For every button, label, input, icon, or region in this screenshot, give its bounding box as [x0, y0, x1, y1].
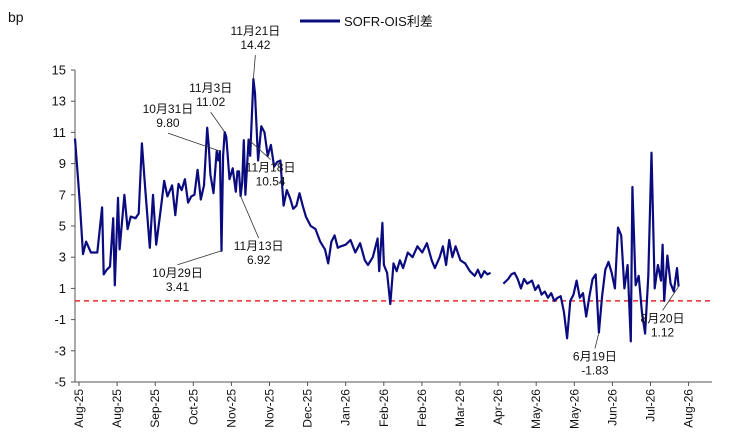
annotation-leader: [248, 139, 271, 160]
x-tick-label: May-26: [529, 389, 543, 429]
annotation-leader: [167, 132, 221, 152]
x-tick-label: May-26: [567, 389, 581, 429]
annotation-date: 11月13日: [234, 239, 284, 253]
annotation-date: 6月19日: [573, 350, 617, 364]
y-tick-label: 15: [52, 63, 66, 78]
x-tick-label: Aug-25: [110, 389, 124, 428]
annotation-leader: [240, 195, 259, 239]
annotation-value: -1.83: [581, 364, 609, 378]
y-axis-unit-label: bp: [8, 9, 24, 25]
annotation-date: 11月21日: [230, 24, 280, 38]
y-tick-label: 11: [53, 125, 67, 140]
x-tick-label: Jun-26: [605, 389, 619, 426]
annotation-value: 9.80: [156, 116, 180, 130]
y-tick-label: 5: [59, 219, 66, 234]
legend-label: SOFR-OIS利差: [344, 14, 433, 29]
series-layer: [73, 77, 680, 343]
x-tick-label: Dec-25: [301, 389, 315, 428]
x-tick-label: Sep-25: [148, 389, 162, 428]
annotation-leader: [210, 111, 226, 133]
annotation-date: 11月3日: [189, 81, 232, 95]
annotation-date: 8月20日: [641, 312, 685, 326]
y-tick-label: 9: [59, 156, 66, 171]
x-tick-label: Aug-26: [682, 389, 696, 428]
annotation-leader: [662, 286, 679, 311]
x-tick-label: Aug-25: [72, 389, 86, 428]
annotation-date: 10月31日: [143, 102, 194, 116]
x-tick-label: Nov-25: [224, 389, 238, 428]
x-tick-label: Feb-26: [377, 389, 391, 427]
x-tick-label: Feb-26: [415, 389, 429, 427]
annotation-value: 14.42: [240, 38, 270, 52]
x-tick-label: Oct-25: [186, 389, 200, 425]
x-tick-label: Nov-25: [263, 389, 277, 428]
x-tick-label: Apr-26: [491, 389, 505, 425]
y-tick-label: 7: [59, 187, 66, 202]
x-tick-label: Jan-26: [339, 389, 353, 426]
series-line: [73, 77, 680, 343]
annotation-leader: [594, 332, 600, 349]
legend: SOFR-OIS利差: [300, 14, 433, 29]
annotation-leader: [252, 55, 256, 80]
annotation-date: 11月18日: [246, 161, 296, 175]
y-tick-label: 3: [59, 250, 66, 265]
x-axis: Aug-25 Aug-25 Sep-25 Oct-25 Nov-25 Nov-25 Dec-…: [72, 381, 712, 429]
annotation-leader: [177, 250, 222, 266]
x-tick-label: Mar-26: [453, 389, 467, 427]
annotation-value: 10.54: [256, 175, 286, 189]
y-tick-label: -1: [54, 312, 66, 327]
y-tick-label: 1: [59, 281, 66, 296]
annotation-value: 3.41: [166, 280, 190, 294]
y-tick-label: -5: [54, 375, 66, 390]
x-tick-label: Jul-26: [644, 389, 658, 422]
annotation-date: 10月29日: [152, 266, 203, 280]
annotation-value: 6.92: [247, 253, 271, 267]
y-tick-label: -3: [54, 343, 66, 358]
annotation-value: 11.02: [196, 95, 225, 109]
annotation-value: 1.12: [651, 326, 675, 340]
y-tick-label: 13: [52, 94, 66, 109]
